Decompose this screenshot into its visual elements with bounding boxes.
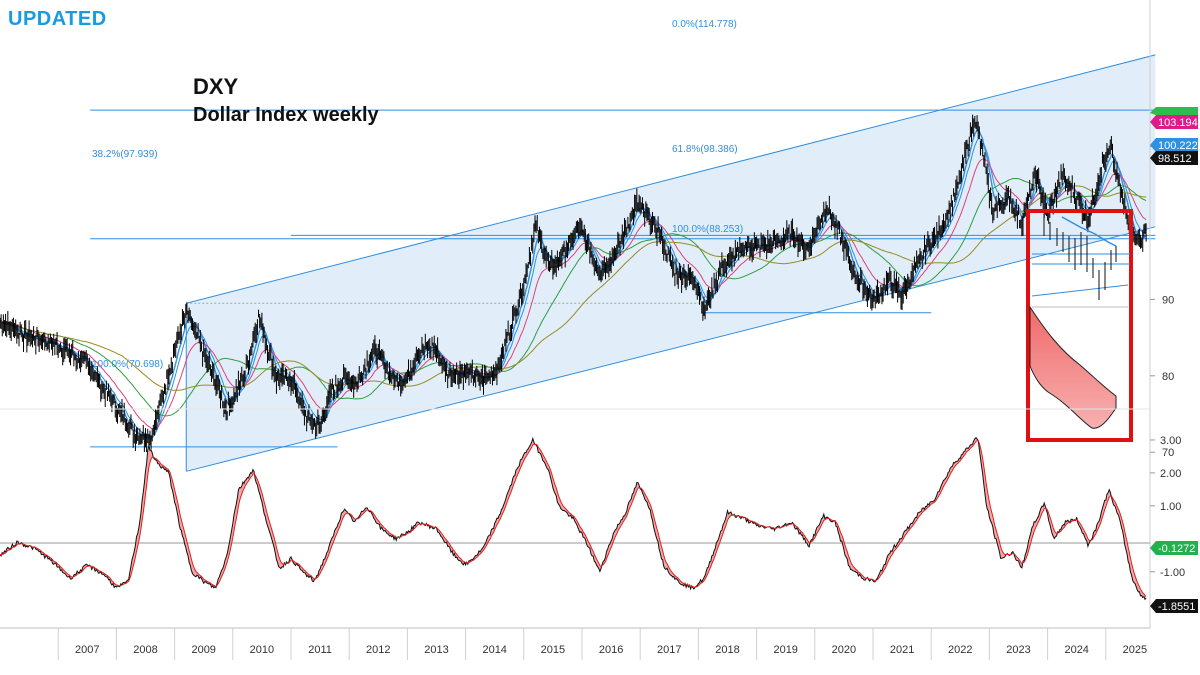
time-tick-label: 2014	[482, 644, 506, 656]
time-tick-label: 2013	[424, 644, 448, 656]
ma-long-line	[0, 185, 1147, 391]
oscillator-axis-ticks: 3.00 2.00 1.00 -1.00	[1150, 435, 1185, 579]
osc-badge-shape	[1150, 541, 1198, 555]
inset-oscillator-fill	[1029, 305, 1117, 429]
time-tick-label: 2012	[366, 644, 390, 656]
ma-slow-line	[0, 178, 1147, 417]
time-tick-label: 2018	[715, 644, 739, 656]
chart-description: Dollar Index weekly	[193, 104, 379, 126]
price-badge-shape	[1150, 138, 1198, 152]
green-level-marker	[1150, 107, 1198, 115]
time-tick-label: 2019	[773, 644, 797, 656]
price-badge-label: 100.222	[1158, 140, 1198, 152]
time-tick-label: 2016	[599, 644, 623, 656]
time-tick-label: 2024	[1064, 644, 1088, 656]
fib-label: 0.0%(114.778)	[672, 19, 737, 30]
chart-symbol: DXY	[193, 74, 239, 99]
osc-badge-label: -1.8551	[1158, 601, 1195, 613]
highlight-box	[1026, 209, 1133, 442]
osc-badge: -1.8551	[1150, 599, 1198, 613]
trend-channel-upper-line	[186, 54, 1156, 304]
osc-badge: -0.1272	[1150, 541, 1198, 555]
time-tick-label: 2023	[1006, 644, 1030, 656]
time-axis-ticks: 2007 2008 2009 2010 2011 2012 2013 2014 2015 2016…	[57, 628, 1147, 660]
fibonacci-levels: 0.0%(114.778) 38.2%(97.939) 61.8%(98.386) 1…	[90, 19, 1156, 448]
osc-tick-label: -1.00	[1160, 567, 1185, 579]
time-tick-label: 2007	[75, 644, 99, 656]
oscillator-signal-line	[0, 440, 1147, 597]
price-badge: 103.194	[1150, 115, 1198, 129]
time-tick-label: 2015	[541, 644, 565, 656]
fib-label: 61.8%(98.386)	[672, 144, 738, 155]
price-badge-label: 103.194	[1158, 117, 1198, 129]
price-badge: 100.222	[1150, 138, 1198, 152]
time-tick-label: 2009	[191, 644, 215, 656]
price-tick-label: 80	[1162, 371, 1174, 383]
price-badge-shape	[1150, 151, 1198, 165]
ma-mid-line	[0, 158, 1147, 430]
trend-channel-lower-line	[186, 226, 1156, 472]
price-badge: 98.512	[1150, 151, 1198, 165]
time-tick-label: 2022	[948, 644, 972, 656]
price-badge-label: 98.512	[1158, 153, 1192, 165]
price-badge-shape	[1150, 115, 1198, 129]
time-tick-label: 2020	[832, 644, 856, 656]
time-tick-label: 2017	[657, 644, 681, 656]
osc-tick-label: 1.00	[1160, 501, 1181, 513]
oscillator-series	[0, 436, 1147, 601]
time-tick-label: 2021	[890, 644, 914, 656]
osc-badge-shape	[1150, 599, 1198, 613]
updated-label: UPDATED	[8, 8, 107, 30]
oscillator-fill	[0, 437, 1147, 600]
fib-label: 100.0%(88.253)	[672, 224, 743, 235]
time-tick-label: 2025	[1123, 644, 1147, 656]
time-tick-label: 2008	[133, 644, 157, 656]
fib-label: 38.2%(97.939)	[92, 149, 158, 160]
inset-zoom	[1029, 214, 1130, 429]
osc-tick-label: 3.00	[1160, 435, 1181, 447]
inset-channel-line	[1031, 284, 1129, 297]
osc-tick-label: 2.00	[1160, 468, 1181, 480]
time-tick-label: 2011	[308, 644, 332, 656]
highlight-box-frame	[1026, 209, 1133, 442]
oscillator-line	[0, 436, 1147, 601]
osc-badge-label: -0.1272	[1158, 543, 1195, 555]
fib-label: 100.0%(70.698)	[92, 359, 163, 370]
inset-ma-line	[1061, 216, 1117, 247]
price-tick-label: 70	[1162, 447, 1174, 459]
time-tick-label: 2010	[250, 644, 274, 656]
price-series	[0, 114, 1147, 453]
price-tick-label: 90	[1162, 294, 1174, 306]
